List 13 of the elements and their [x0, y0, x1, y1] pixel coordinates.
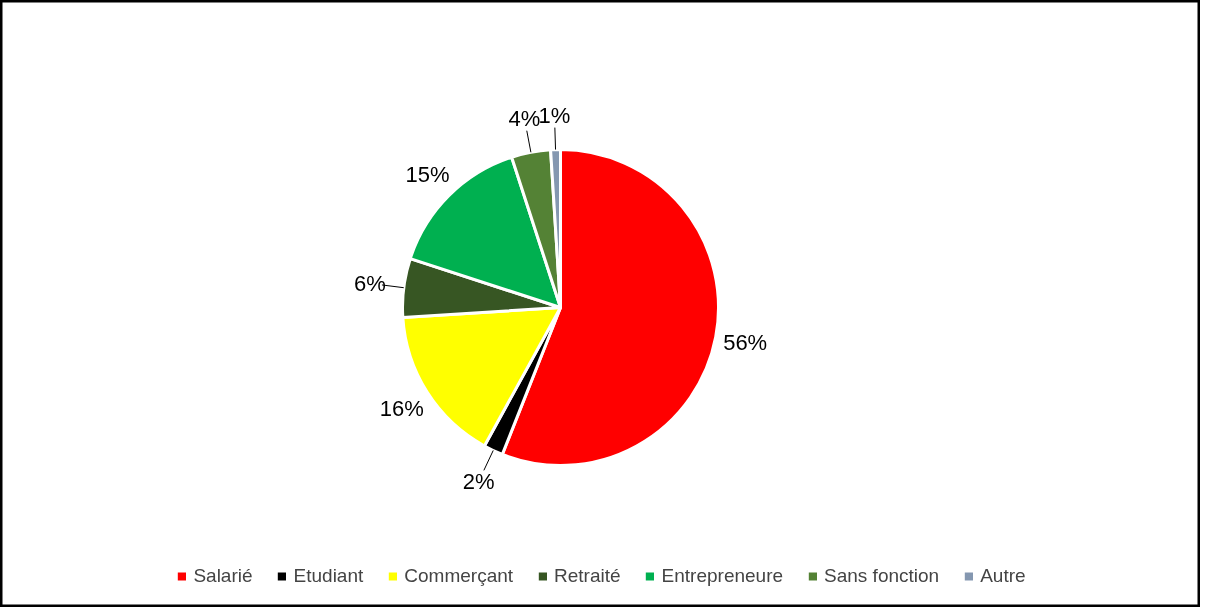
data-label: 6% — [354, 270, 386, 296]
data-label: 15% — [405, 162, 450, 188]
legend-label: Salarié — [193, 565, 253, 587]
legend-label: Entrepreneure — [661, 565, 784, 587]
legend-label: Sans fonction — [824, 565, 940, 587]
data-label: 56% — [723, 330, 768, 356]
legend-label: Commerçant — [404, 565, 514, 587]
legend-label: Etudiant — [293, 565, 364, 587]
legend-label: Retraité — [554, 565, 621, 587]
data-label: 2% — [462, 468, 495, 494]
data-label: 16% — [379, 395, 424, 421]
data-label: 4% — [508, 106, 541, 132]
legend-label: Autre — [980, 565, 1026, 587]
